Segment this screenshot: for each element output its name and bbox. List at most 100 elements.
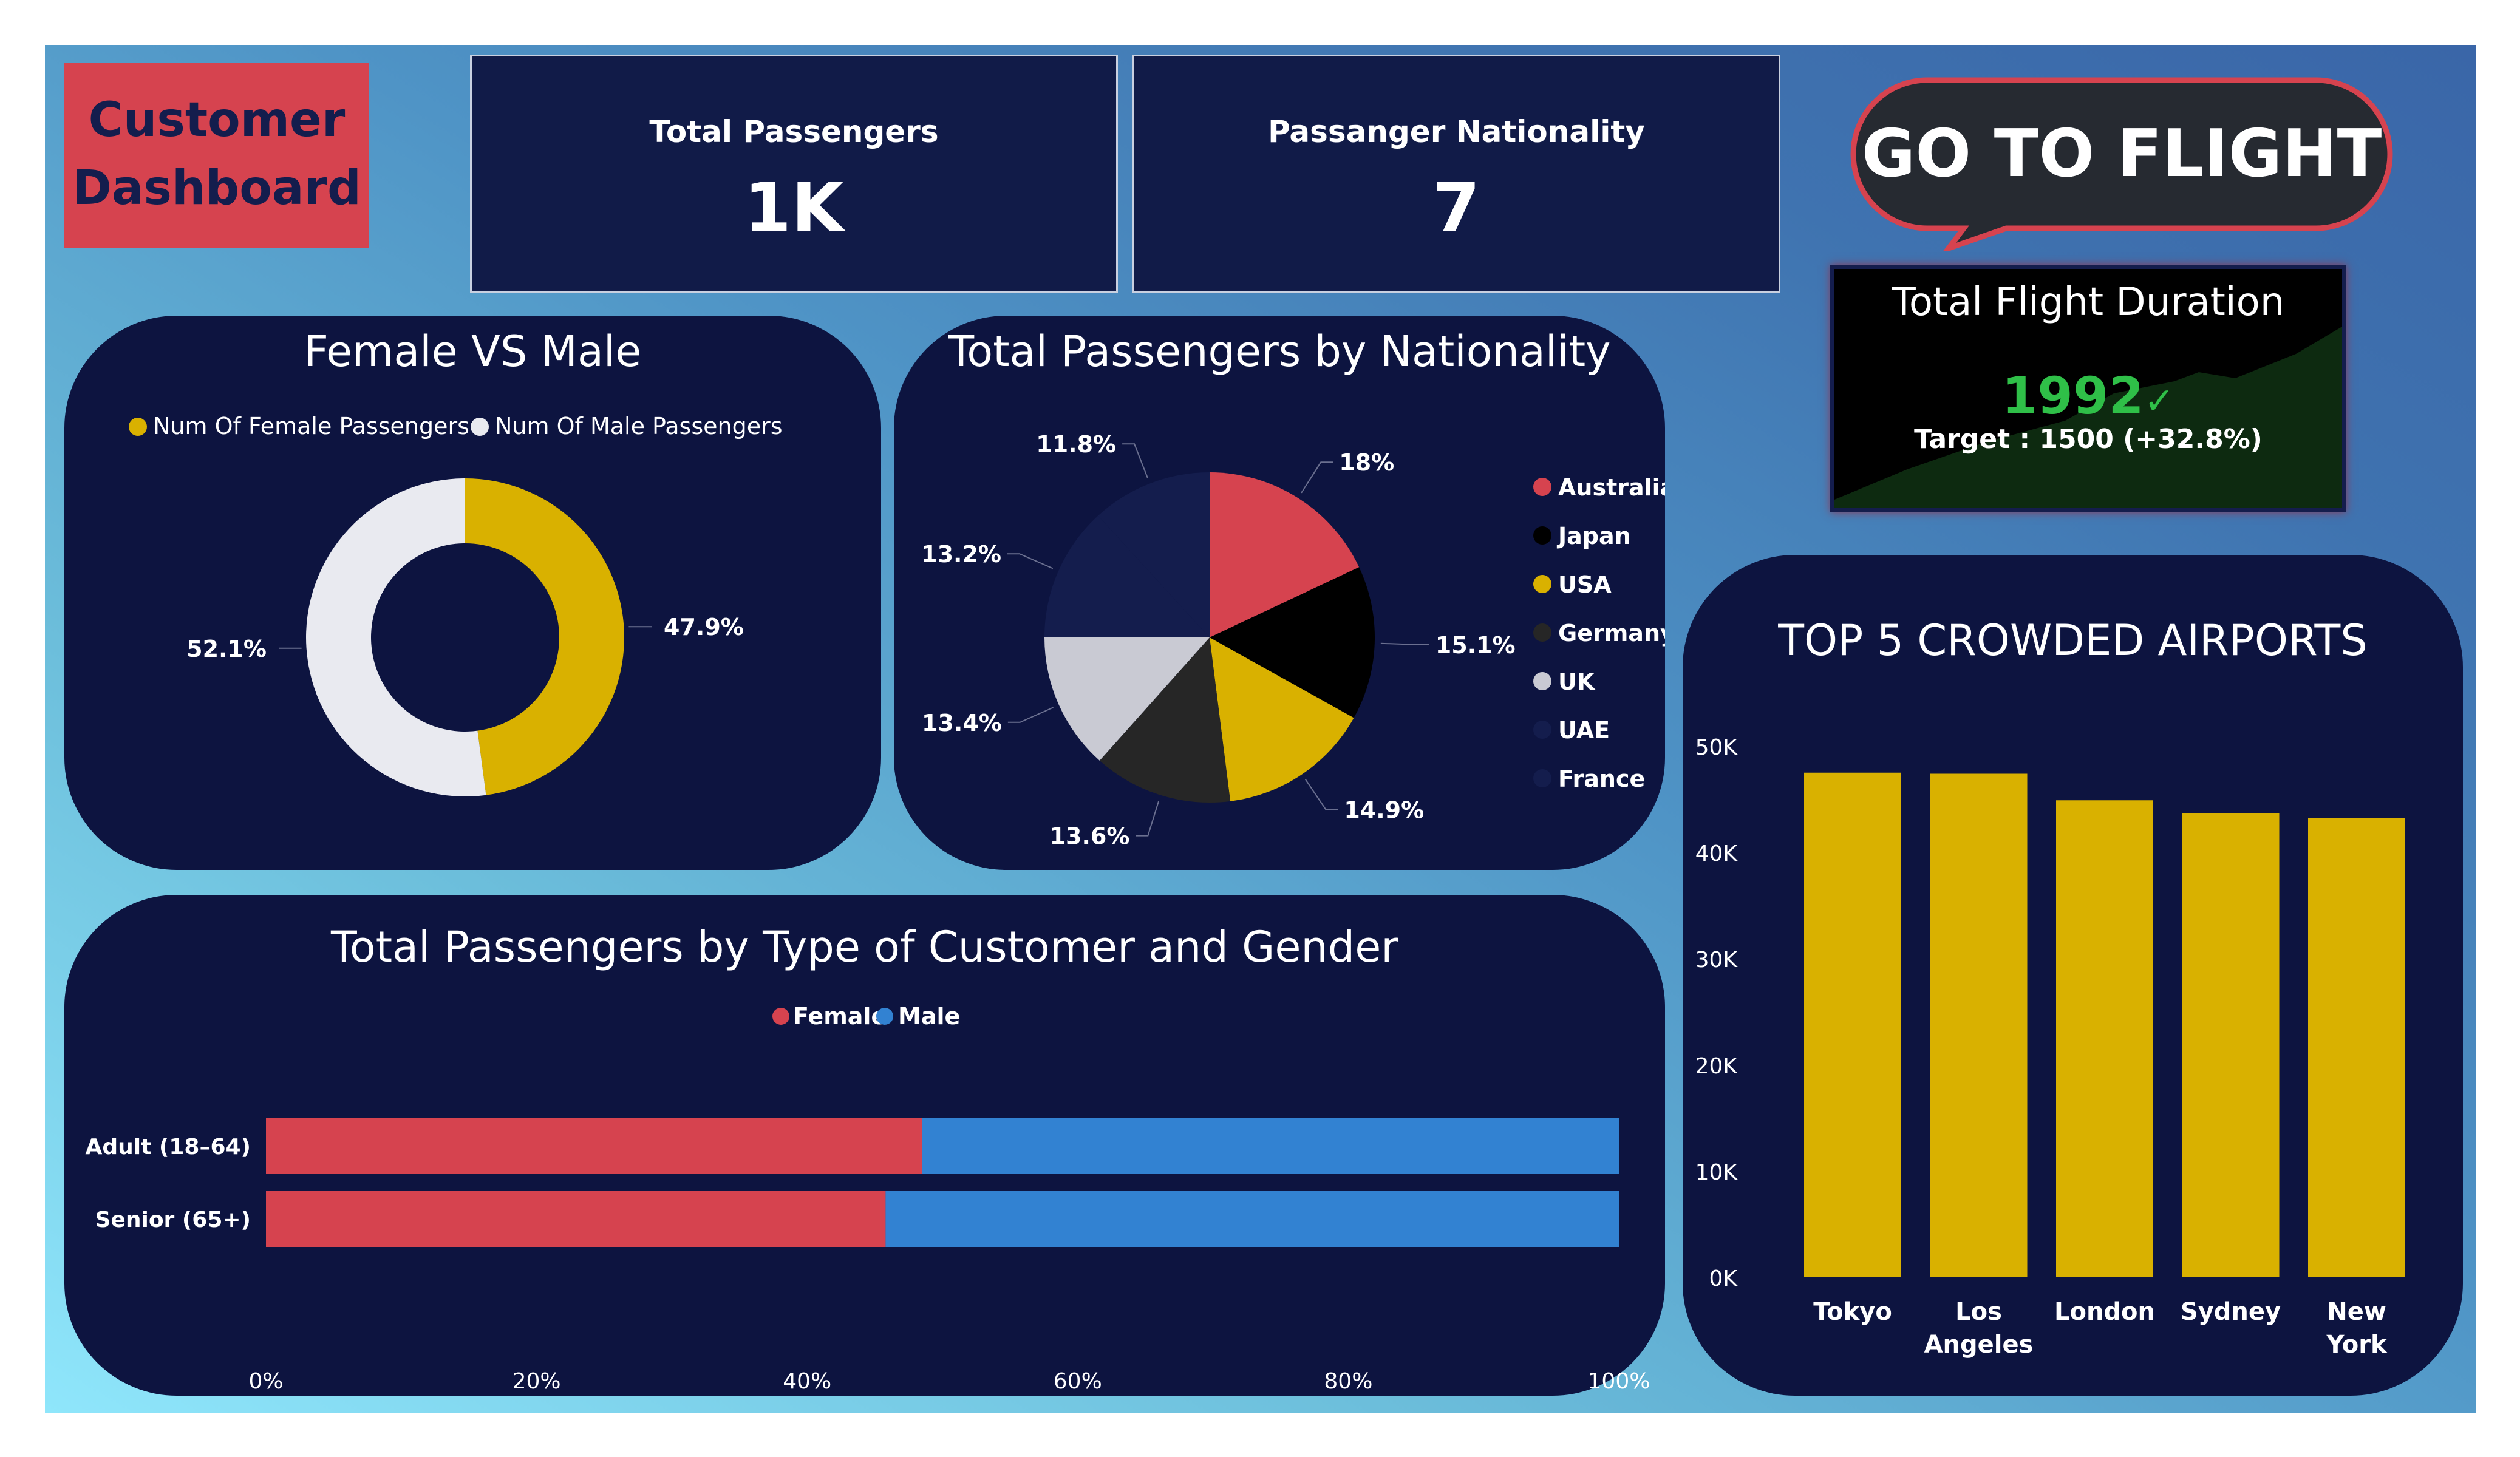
airport-category-label: Tokyo (1813, 1298, 1892, 1326)
airport-category-label: New (2327, 1298, 2386, 1326)
pie-slice-usa[interactable] (1210, 637, 1354, 801)
airport-category-label: Sydney (2181, 1298, 2281, 1326)
pie-legend-label-uae: UAE (1558, 717, 1610, 744)
flight-duration-target: Target : 1500 (+32.8%) (1914, 424, 2263, 455)
donut-data-label: 52.1% (186, 636, 267, 662)
pie-legend-label-france: France (1558, 766, 1645, 792)
airport-bar-0[interactable] (1804, 772, 1901, 1277)
legend-female-series-dot (772, 1008, 789, 1025)
pie-legend-label-australia: Australia (1558, 474, 1665, 501)
bar-female-1[interactable] (266, 1191, 886, 1247)
pie-slice-japan[interactable] (1210, 567, 1375, 718)
check-icon: ✓ (2144, 380, 2175, 423)
airports-bar-chart: 0K 10K 20K 30K 40K 50K Tokyo Los Angeles London Sy… (1695, 735, 2405, 1359)
pie-legend-dot-germany (1533, 623, 1551, 642)
kpi-total-passengers-label: Total Passengers (649, 114, 939, 149)
pie-slice-germany[interactable] (1099, 637, 1231, 803)
pie-slice-australia[interactable] (1210, 472, 1360, 637)
pie-data-label: 15.1% (1435, 632, 1516, 659)
legend-male-series-dot (876, 1008, 893, 1025)
pie-legend-label-usa: USA (1558, 571, 1612, 598)
y-tick-label: 20K (1695, 1054, 1738, 1079)
pie-leader-line (1380, 642, 1429, 645)
pie-data-label: 18% (1339, 449, 1394, 476)
bar-female-0[interactable] (266, 1118, 922, 1174)
x-tick-label: 0% (248, 1369, 283, 1394)
pie-leader-line (1007, 553, 1054, 569)
pie-legend-dot-uk (1533, 672, 1551, 690)
legend-male-dot (471, 418, 489, 436)
customer-type-chart-panel: Total Passengers by Type of Customer and… (64, 895, 1665, 1396)
flight-duration-title: Total Flight Duration (1892, 280, 2285, 325)
flight-duration-value: 1992 (2001, 366, 2144, 426)
go-to-flight-button[interactable]: GO TO FLIGHT (1848, 75, 2395, 251)
kpi-nationality-value: 7 (1432, 169, 1480, 248)
kpi-nationality-label: Passanger Nationality (1268, 114, 1645, 149)
x-tick-label: 40% (783, 1369, 831, 1394)
x-tick-label: 20% (513, 1369, 561, 1394)
nationality-chart-title: Total Passengers by Nationality (948, 327, 1611, 376)
airport-category-label: Angeles (1924, 1331, 2034, 1359)
flight-duration-sparkline (1834, 327, 2342, 508)
kpi-nationality: Passanger Nationality 7 (1132, 55, 1780, 293)
dashboard-title-line2: Dashboard (72, 161, 361, 216)
y-tick-label: 0K (1709, 1266, 1738, 1291)
donut-slice-female[interactable] (465, 478, 624, 795)
customer-type-bar-chart: Adult (18–64) Senior (65+) 0% 20% 40% 60% 80% 1… (86, 1118, 1650, 1394)
y-tick-label: 40K (1695, 841, 1738, 866)
flight-duration-card: Total Flight Duration 1992✓ Target : 150… (1830, 265, 2346, 512)
airport-bar-2[interactable] (2056, 800, 2153, 1277)
donut-slice-male[interactable] (305, 478, 486, 796)
pie-leader-line (1301, 461, 1333, 494)
pie-data-label: 13.2% (921, 541, 1001, 568)
pie-legend-label-japan: Japan (1556, 523, 1631, 549)
donut-data-label: 47.9% (664, 614, 744, 640)
airport-bar-3[interactable] (2182, 813, 2280, 1277)
pie-leader-line (1007, 707, 1054, 723)
bar-male-1[interactable] (885, 1191, 1619, 1247)
airport-bar-4[interactable] (2308, 818, 2405, 1277)
pie-legend-label-uk: UK (1558, 668, 1596, 695)
pie-legend-dot-france (1533, 769, 1551, 787)
gender-chart-panel: Female VS Male Num Of Female Passengers … (64, 316, 881, 870)
pie-slice-france[interactable] (1098, 472, 1210, 637)
gender-donut-chart: 47.9% 52.1% (186, 478, 744, 796)
kpi-total-passengers-value: 1K (744, 169, 844, 248)
legend-female-label: Num Of Female Passengers (153, 413, 469, 440)
bar-male-0[interactable] (922, 1118, 1619, 1174)
pie-legend-label-germany: Germany (1558, 620, 1665, 647)
flight-duration-value-row: 1992✓ (1834, 366, 2342, 426)
pie-data-label: 11.8% (1036, 431, 1116, 458)
bar-category-label: Senior (65+) (95, 1207, 251, 1232)
y-tick-label: 30K (1695, 948, 1738, 973)
pie-legend-dot-uae (1533, 721, 1551, 739)
legend-female-dot (129, 418, 147, 436)
nationality-pie-chart: 18% 15.1% 14.9% 13.6% 13.4% 13.2% 11.8% Austral… (921, 431, 1665, 850)
airport-category-label: Los (1955, 1298, 2002, 1326)
nationality-chart-panel: Total Passengers by Nationality 18% 15.1%… (894, 316, 1665, 870)
pie-data-label: 13.4% (922, 710, 1002, 736)
bar-category-label: Adult (18–64) (86, 1135, 251, 1160)
pie-leader-line (1122, 443, 1148, 478)
airport-bar-1[interactable] (1930, 773, 2028, 1278)
customer-type-chart-title: Total Passengers by Type of Customer and… (330, 922, 1399, 972)
x-tick-label: 80% (1324, 1369, 1372, 1394)
airports-chart-panel: TOP 5 CROWDED AIRPORTS 0K 10K 20K 30K 40K 50K… (1683, 555, 2463, 1396)
airport-category-label: York (2326, 1331, 2388, 1359)
pie-slice-uae[interactable] (1044, 515, 1210, 637)
x-tick-label: 60% (1054, 1369, 1102, 1394)
x-tick-label: 100% (1588, 1369, 1650, 1394)
pie-slice-uk[interactable] (1044, 637, 1210, 761)
pie-leader-line (1136, 800, 1160, 837)
dashboard-title-line1: Customer (88, 93, 346, 148)
kpi-total-passengers: Total Passengers 1K (470, 55, 1118, 293)
airport-category-label: London (2054, 1298, 2155, 1326)
dashboard-title-block: Customer Dashboard (64, 63, 369, 248)
pie-data-label: 14.9% (1344, 796, 1424, 823)
pie-legend-dot-usa (1533, 575, 1551, 593)
go-to-flight-label: GO TO FLIGHT (1862, 116, 2382, 192)
y-tick-label: 50K (1695, 735, 1738, 760)
dashboard-canvas: Customer Dashboard Total Passengers 1K P… (45, 45, 2476, 1413)
pie-data-label: 13.6% (1050, 823, 1130, 850)
legend-male-label: Num Of Male Passengers (495, 413, 783, 440)
